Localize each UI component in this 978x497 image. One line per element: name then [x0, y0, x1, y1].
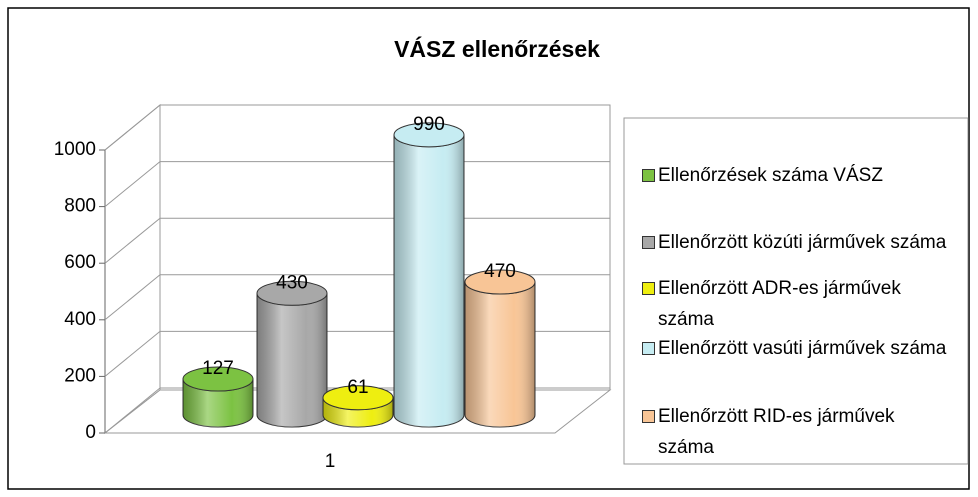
data-label: 990 [413, 114, 445, 135]
legend-swatch [642, 236, 655, 249]
bar-top [182, 366, 254, 392]
bar-top [464, 269, 536, 295]
grid-line [104, 274, 161, 321]
bar-shading [183, 379, 253, 427]
legend-entry: Ellenőrzött közúti járművek száma [642, 227, 953, 258]
y-tick-label: 600 [64, 252, 96, 273]
bar-shading [394, 134, 464, 427]
grid-line [104, 104, 161, 151]
legend-label: Ellenőrzött közúti járművek száma [658, 232, 947, 253]
legend-label: Ellenőrzések száma VÁSZ [658, 165, 883, 186]
y-tick-label: 800 [64, 196, 96, 217]
bar-top [393, 122, 465, 148]
legend-swatch [642, 282, 655, 295]
legend-label: Ellenőrzött RID-es járművek száma [658, 406, 895, 458]
chart-title: VÁSZ ellenőrzések [394, 35, 600, 62]
legend-swatch [642, 169, 655, 182]
bar-top [256, 280, 328, 306]
legend-entry: Ellenőrzött RID-es járművek száma [642, 401, 953, 463]
y-tick-label: 200 [64, 365, 96, 386]
legend-swatch [642, 342, 655, 355]
legend-entry: Ellenőrzések száma VÁSZ [642, 160, 953, 191]
grid-line [104, 217, 161, 264]
y-tick-label: 0 [85, 422, 96, 443]
legend-label: Ellenőrzött ADR-es járművek száma [658, 278, 901, 330]
y-tick-label: 1000 [54, 139, 96, 160]
legend-label: Ellenőrzött vasúti járművek száma [658, 338, 947, 359]
legend-entry: Ellenőrzött ADR-es járművek száma [642, 273, 953, 335]
grid-line [104, 387, 161, 434]
data-label: 470 [484, 261, 516, 282]
grid-line [104, 331, 161, 377]
data-label: 61 [347, 377, 368, 398]
y-tick-label: 400 [64, 309, 96, 330]
bar-shading [257, 293, 327, 427]
bar-shading [323, 397, 393, 427]
legend-box [623, 117, 969, 465]
x-tick-label: 1 [325, 451, 336, 472]
bar-shading [465, 281, 535, 427]
data-label: 430 [276, 272, 308, 293]
legend-swatch [642, 410, 655, 423]
legend-entry: Ellenőrzött vasúti járművek száma [642, 333, 953, 364]
back-wall [159, 104, 611, 391]
data-label: 127 [202, 358, 234, 379]
side-wall [104, 103, 161, 435]
grid-line [104, 161, 161, 207]
bar-top [322, 385, 394, 411]
